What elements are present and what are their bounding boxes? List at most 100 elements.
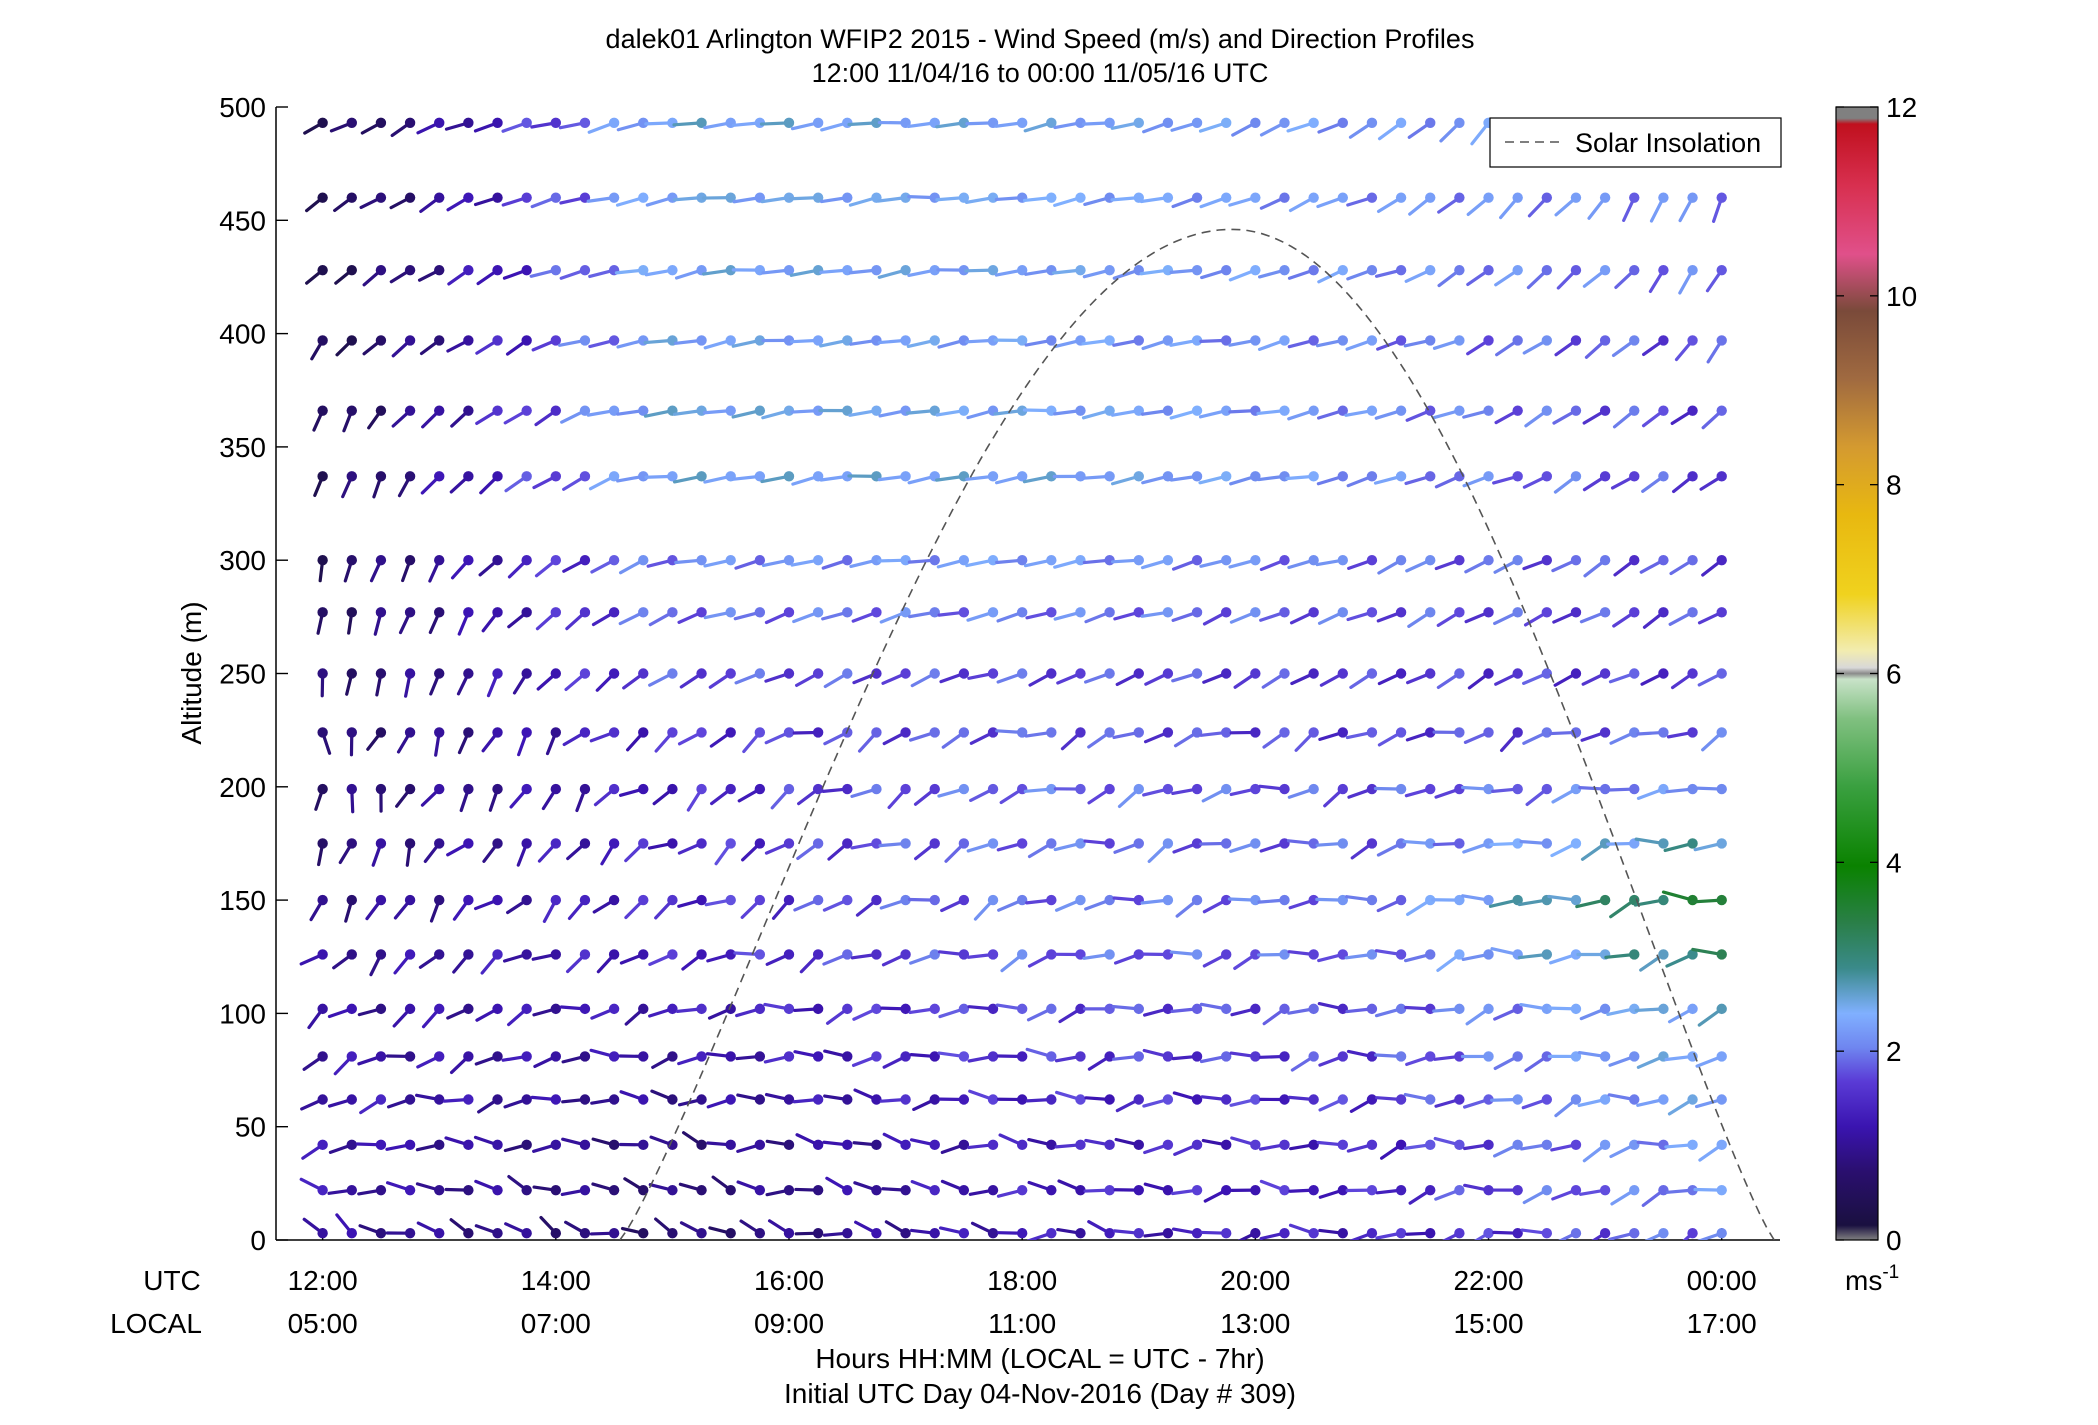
wind-barb [1258, 1051, 1290, 1062]
wind-barb-dot [871, 1003, 882, 1015]
wind-barb [706, 1094, 736, 1109]
wind-barb [1582, 471, 1611, 492]
wind-barb-dot [1250, 192, 1261, 203]
wind-barb-dot [871, 405, 882, 416]
wind-barb-dot [375, 783, 387, 795]
wind-barb-dot [463, 405, 474, 416]
wind-barb-dot [1366, 405, 1378, 416]
wind-barb [591, 1137, 620, 1151]
wind-barb-dot [725, 783, 736, 795]
wind-barb-dot [1162, 117, 1174, 129]
wind-barb [1467, 668, 1494, 690]
wind-barb [624, 838, 649, 863]
wind-barb [619, 1090, 649, 1105]
wind-barb [705, 1051, 736, 1062]
wind-barb-dot [1541, 1184, 1553, 1196]
wind-barb-dot [1221, 1003, 1232, 1015]
wind-barb-dot [463, 192, 474, 203]
wind-barb-dot [346, 335, 357, 346]
wind-barb [879, 1094, 911, 1105]
y-tick-label: 300 [219, 545, 266, 576]
wind-barb-dot [1395, 335, 1407, 346]
wind-barb-dot [783, 727, 795, 738]
wind-barb [850, 949, 882, 960]
wind-barb [385, 1139, 416, 1151]
wind-barb [444, 1136, 474, 1151]
wind-barb-dot [434, 471, 445, 482]
wind-barb [914, 838, 940, 861]
wind-barb-dot [1454, 607, 1465, 618]
wind-barb-dot [1599, 1051, 1611, 1062]
wind-barb [595, 668, 620, 692]
wind-barb-dot [317, 555, 328, 566]
wind-barb [428, 607, 445, 635]
wind-barb [906, 335, 940, 349]
wind-barb-dot [521, 405, 532, 416]
wind-barb-dot [1512, 1228, 1523, 1239]
wind-barb-dot [1191, 555, 1203, 566]
wind-barb [1024, 727, 1057, 738]
wind-barb [792, 607, 824, 624]
wind-barb [1636, 1139, 1669, 1151]
wind-barb-dot [1599, 555, 1611, 566]
wind-barb-dot [1425, 1051, 1436, 1062]
wind-barb [909, 1051, 940, 1062]
wind-barb [1110, 117, 1144, 130]
wind-barb-dot [1046, 838, 1057, 849]
wind-barb [1231, 117, 1261, 137]
wind-barb-dot [1454, 1003, 1465, 1015]
wind-barb-dot [521, 1094, 532, 1105]
wind-barb [362, 335, 387, 356]
wind-barb-dot [346, 1228, 357, 1239]
wind-barb-dot [1075, 727, 1086, 738]
wind-barb-dot [1395, 894, 1407, 906]
wind-barb [1289, 607, 1319, 625]
wind-barb-dot [1162, 607, 1174, 618]
wind-barb-dot [1162, 335, 1174, 346]
wind-barb [474, 1224, 503, 1239]
wind-barb [1346, 607, 1378, 622]
wind-barb-dot [638, 192, 649, 203]
wind-barb [1670, 405, 1698, 425]
wind-barb [1580, 727, 1611, 742]
wind-barb [770, 783, 795, 810]
wind-barb-dot [1162, 1051, 1174, 1062]
wind-barb [1380, 1139, 1407, 1160]
wind-barb-dot [608, 117, 620, 129]
wind-barb-dot [1687, 1228, 1698, 1239]
wind-barb-dot [1541, 783, 1553, 795]
wind-barb-dot [1308, 555, 1319, 566]
wind-barb-dot [608, 949, 620, 960]
wind-barb [1549, 949, 1582, 965]
wind-barb [1434, 471, 1465, 489]
wind-barb-dot [929, 1094, 940, 1105]
wind-barb [1636, 783, 1669, 800]
wind-barb [310, 335, 328, 361]
wind-barb-dot [1191, 471, 1203, 482]
wind-barb [1142, 783, 1174, 797]
wind-barb [1147, 838, 1174, 863]
wind-barb-dot [1191, 192, 1203, 203]
wind-barb [1346, 192, 1378, 207]
wind-barb [474, 1179, 503, 1196]
wind-barb [1580, 838, 1611, 861]
wind-barb [1081, 405, 1115, 420]
wind-barb [1257, 894, 1290, 906]
wind-barb [1261, 668, 1290, 689]
wind-barb-dot [929, 405, 940, 416]
wind-barb-dot [1279, 555, 1290, 566]
wind-barb-dot [1570, 335, 1582, 346]
wind-barb-dot [375, 1094, 387, 1105]
wind-barb-dot [1658, 335, 1669, 346]
wind-barb [559, 1003, 591, 1015]
wind-barb [1636, 727, 1669, 738]
wind-barb [1706, 335, 1727, 364]
wind-barb [681, 949, 707, 971]
wind-barb-dot [958, 894, 970, 906]
wind-barb-dot [1366, 555, 1378, 566]
wind-barb-dot [463, 471, 474, 482]
wind-barb [1460, 783, 1494, 795]
wind-barb-dot [608, 1051, 620, 1062]
wind-barb-dot [754, 405, 766, 416]
